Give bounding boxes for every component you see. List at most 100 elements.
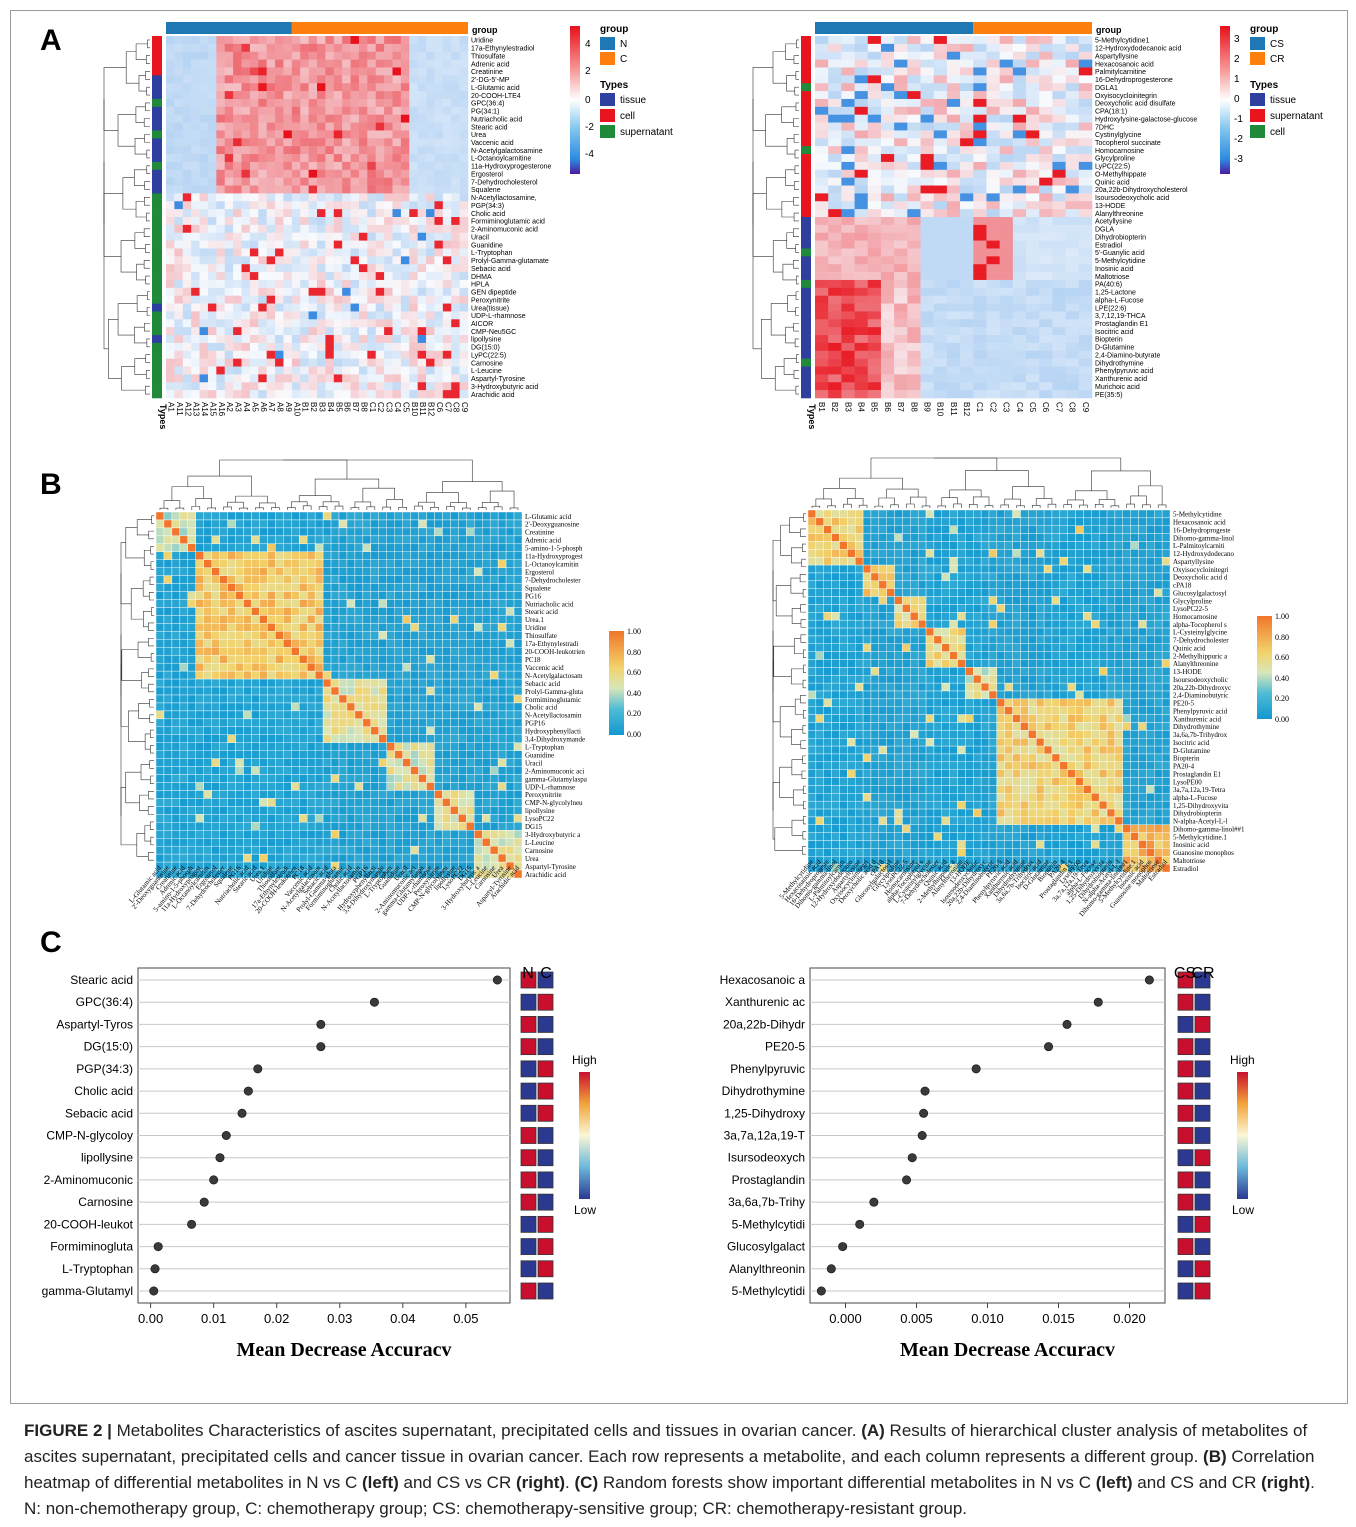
correlation-cell	[330, 734, 340, 743]
correlation-cell	[505, 734, 515, 743]
heatmap-cell	[367, 146, 377, 155]
heatmap-cell	[1065, 287, 1080, 296]
correlation-cell	[195, 543, 204, 552]
heatmap-cell	[451, 287, 460, 296]
heatmap-col-label: C5	[401, 402, 410, 413]
correlation-cell	[482, 519, 491, 529]
heatmap-cell	[367, 98, 377, 108]
heatmap-cell	[1026, 154, 1040, 163]
heatmap-cell	[317, 138, 326, 147]
correlation-cell	[243, 742, 252, 751]
correlation-cell	[259, 790, 268, 799]
correlation-cell	[466, 678, 475, 688]
heatmap-cell	[999, 319, 1014, 328]
correlation-cell	[219, 519, 228, 529]
heatmap-cell	[933, 177, 948, 186]
correlation-cell	[275, 806, 284, 815]
correlation-cell	[187, 806, 196, 815]
correlation-cell	[346, 750, 356, 759]
heatmap-cell	[434, 98, 444, 108]
heatmap-cell	[174, 287, 184, 296]
heatmap-cell	[384, 232, 393, 241]
heatmap-cell	[291, 138, 301, 147]
heatmap-cell	[1052, 36, 1066, 45]
heatmap-cell	[300, 201, 309, 210]
correlation-cell	[227, 639, 236, 648]
correlation-cell	[187, 519, 196, 529]
correlation-cell	[434, 734, 443, 743]
correlation-cell	[314, 798, 324, 807]
heatmap-cell	[291, 358, 301, 367]
heatmap-cell	[317, 122, 326, 131]
heatmap-cell	[333, 342, 343, 352]
correlation-cell	[482, 631, 491, 640]
correlation-cell	[195, 551, 204, 560]
heatmap-cell	[1078, 224, 1093, 234]
heatmap-cell	[350, 98, 360, 108]
heatmap-cell	[291, 240, 301, 249]
correlation-cell	[171, 686, 181, 696]
heatmap-cell	[350, 311, 360, 320]
heatmap-cell	[367, 59, 377, 68]
heatmap-cell	[174, 382, 184, 391]
correlation-cell	[283, 718, 292, 728]
heatmap-cell	[880, 264, 895, 273]
correlation-cell	[489, 639, 499, 648]
correlation-cell	[434, 830, 443, 839]
correlation-cell	[306, 567, 316, 576]
heatmap-cell	[854, 374, 869, 383]
correlation-cell	[426, 543, 435, 552]
correlation-cell	[275, 670, 284, 680]
correlation-cell	[259, 782, 268, 791]
heatmap-cell	[283, 106, 293, 115]
heatmap-cell	[207, 122, 217, 131]
heatmap-cell	[867, 91, 882, 100]
dendrogram-branch	[143, 118, 150, 127]
correlation-cell	[211, 551, 220, 560]
correlation-cell	[155, 670, 165, 680]
heatmap-cell	[317, 319, 326, 328]
heatmap-cell	[350, 169, 360, 178]
heatmap-cell	[973, 264, 987, 273]
correlation-cell	[179, 798, 189, 807]
heatmap-cell	[317, 177, 326, 186]
heatmap-cell	[258, 67, 267, 76]
correlation-cell	[299, 782, 308, 791]
heatmap-cell	[358, 67, 368, 76]
correlation-cell	[394, 790, 403, 799]
correlation-cell	[434, 519, 443, 529]
correlation-cell	[275, 790, 284, 799]
heatmap-cell	[384, 342, 393, 352]
correlation-cell	[346, 535, 356, 545]
correlation-cell	[378, 686, 387, 696]
correlation-cell	[171, 782, 181, 791]
heatmap-cell	[358, 311, 368, 320]
correlation-cell	[458, 519, 467, 529]
heatmap-cell	[224, 91, 234, 100]
correlation-cell	[259, 774, 268, 783]
correlation-cell	[251, 559, 260, 568]
correlation-cell	[187, 798, 196, 807]
correlation-cell	[179, 710, 189, 720]
dendrogram-branch	[146, 338, 150, 348]
heatmap-cell	[207, 83, 217, 92]
legend-swatch-n	[600, 37, 615, 50]
correlation-cell	[322, 814, 332, 823]
correlation-cell	[338, 726, 348, 735]
heatmap-cell	[191, 146, 200, 155]
heatmap-cell	[258, 98, 267, 108]
heatmap-cell	[426, 122, 435, 131]
dendrogram-branch	[786, 75, 796, 92]
correlation-cell	[497, 734, 507, 743]
heatmap-cell	[350, 75, 360, 84]
heatmap-cell	[999, 366, 1014, 375]
correlation-cell	[155, 647, 165, 656]
correlation-cell	[386, 814, 395, 823]
heatmap-right-tick: -2	[1234, 134, 1243, 145]
heatmap-cell	[249, 154, 259, 163]
correlation-cell	[195, 702, 204, 712]
heatmap-cell	[451, 185, 460, 194]
heatmap-cell	[828, 382, 842, 391]
correlation-cell	[474, 742, 483, 751]
heatmap-cell	[249, 217, 259, 226]
